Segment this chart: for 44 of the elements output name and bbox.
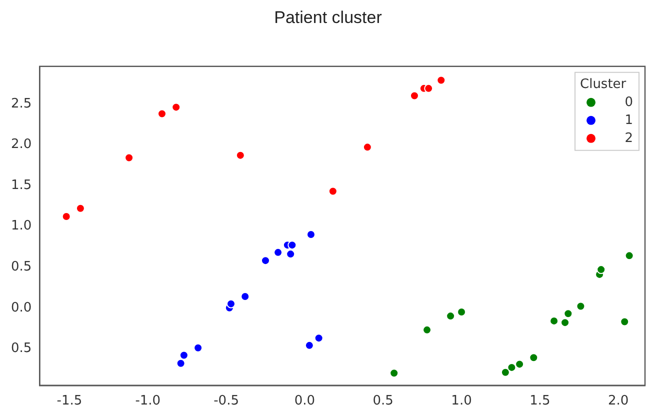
x-tick-label: -0.5 xyxy=(214,394,239,409)
point xyxy=(362,142,372,152)
point xyxy=(179,350,188,360)
legend-label: 0 xyxy=(624,94,633,110)
point xyxy=(596,265,606,274)
point xyxy=(500,368,510,377)
point xyxy=(76,204,85,213)
point xyxy=(436,76,446,85)
point xyxy=(390,368,399,378)
legend-label: 2 xyxy=(624,130,633,146)
y-tick-label: 0.5 xyxy=(10,341,32,356)
point xyxy=(515,360,524,369)
x-tick-label: 0.5 xyxy=(372,394,394,409)
point xyxy=(529,353,538,362)
point xyxy=(304,340,314,350)
point xyxy=(564,309,573,318)
y-tick-label: 1.0 xyxy=(10,218,32,234)
y-tick-label: 1.5 xyxy=(10,178,32,193)
point xyxy=(124,153,134,162)
x-tick-label: -1.0 xyxy=(135,394,161,409)
point xyxy=(194,343,203,352)
point xyxy=(172,102,181,112)
y-tick-label: 0.0 xyxy=(10,300,32,316)
point xyxy=(288,240,297,250)
x-tick-label: 2.0 xyxy=(608,394,629,409)
point xyxy=(328,186,338,196)
point xyxy=(624,251,634,260)
y-tick-label: 2.5 xyxy=(10,96,32,112)
y-tick-label: 2.0 xyxy=(10,137,32,152)
point xyxy=(576,302,586,311)
x-tick-label: 0.0 xyxy=(294,394,316,409)
x-tick-label: 1.5 xyxy=(530,394,550,409)
point xyxy=(176,358,186,368)
legend-title: Cluster xyxy=(580,76,627,92)
point xyxy=(620,317,630,326)
x-tick-label: -1.5 xyxy=(56,394,82,409)
point xyxy=(424,84,434,93)
y-tick-label: 0.5 xyxy=(10,259,32,274)
x-tick-label: 1.0 xyxy=(451,394,472,409)
chart-title: Patient cluster xyxy=(274,8,382,27)
legend-label: 1 xyxy=(624,112,633,128)
point xyxy=(226,299,236,308)
point xyxy=(314,334,324,343)
point xyxy=(236,150,245,160)
